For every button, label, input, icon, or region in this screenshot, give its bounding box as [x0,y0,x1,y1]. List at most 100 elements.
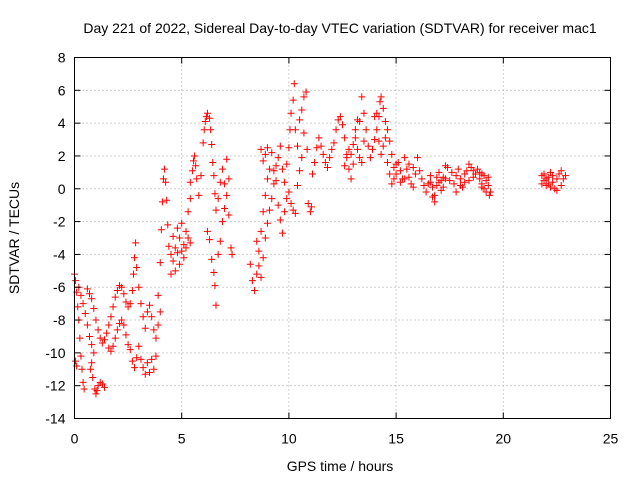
data-point [225,211,233,219]
data-point [293,142,301,150]
data-point [362,126,370,134]
data-point [405,173,413,181]
data-point [128,357,136,365]
data-point [308,170,316,178]
data-point [165,242,173,250]
data-point [341,162,349,170]
data-point [553,175,561,183]
data-point [188,167,196,175]
data-point [373,126,381,134]
data-point [255,262,263,270]
data-point [87,365,95,373]
data-point [208,255,216,263]
data-point [210,172,218,180]
data-point [435,168,443,176]
data-point [83,285,91,293]
data-point [278,229,286,237]
data-point [137,355,145,363]
data-point [152,334,160,342]
data-point [259,157,267,165]
data-point [211,190,219,198]
data-point [392,160,400,168]
data-point [285,144,293,152]
data-point [203,109,211,117]
data-point [167,270,175,278]
data-point [433,173,441,181]
data-point [131,254,139,262]
data-point [386,137,394,145]
y-tick-label: -4 [53,246,66,262]
data-point [403,165,411,173]
data-point [263,144,271,152]
data-point [131,364,139,372]
data-point [206,236,214,244]
data-point [358,159,366,167]
data-point [401,154,409,162]
data-point [349,160,357,168]
data-point [296,167,304,175]
data-point [223,155,231,163]
data-point [392,170,400,178]
data-point [216,237,224,245]
y-tick-label: -14 [45,411,65,427]
data-point [86,332,94,340]
data-point [152,352,160,360]
data-point [111,334,119,342]
data-point [484,181,492,189]
data-point [390,175,398,183]
data-point [118,283,126,291]
data-point [169,257,177,265]
data-point [384,159,392,167]
data-point [471,170,479,178]
data-point [461,178,469,186]
data-point [221,204,229,212]
data-point [156,259,164,267]
data-point [156,308,164,316]
data-point [148,355,156,363]
data-point [176,234,184,242]
data-point [283,195,291,203]
data-point [257,273,265,281]
data-point [358,93,366,101]
data-point [456,181,464,189]
x-axis-label: GPS time / hours [287,458,394,474]
data-point [253,237,261,245]
data-point [173,249,181,257]
data-point [461,170,469,178]
data-point [289,96,297,104]
data-point [257,227,265,235]
data-point [101,336,109,344]
data-points [71,80,569,398]
data-point [212,301,220,309]
data-point [83,321,91,329]
data-point [122,298,130,306]
data-point [207,126,215,134]
data-point [323,163,331,171]
data-point [211,282,219,290]
data-point [360,109,368,117]
data-point [111,293,119,301]
data-point [356,117,364,125]
data-point [416,167,424,175]
data-point [72,357,80,365]
data-point [107,313,115,321]
data-point [195,191,203,199]
data-point [178,219,186,227]
data-point [154,321,162,329]
data-point [360,137,368,145]
data-point [354,145,362,153]
y-tick-label: 6 [58,82,66,98]
data-point [248,277,256,285]
data-point [246,260,254,268]
data-point [143,308,151,316]
data-point [122,331,130,339]
data-point [223,191,231,199]
data-point [401,175,409,183]
data-point [281,208,289,216]
data-point [386,170,394,178]
data-point [176,260,184,268]
data-point [388,180,396,188]
data-point [538,180,546,188]
data-point [414,154,422,162]
